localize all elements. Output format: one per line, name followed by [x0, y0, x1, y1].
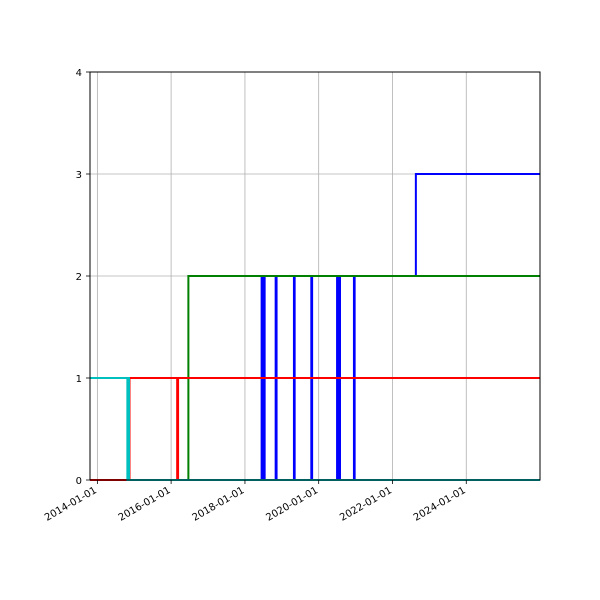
y-tick-label: 0: [76, 476, 82, 487]
series-line-4: [90, 377, 540, 481]
y-tick-label: 3: [76, 170, 82, 181]
y-axis: 0 1 2 3 4: [76, 68, 90, 487]
series-line-1: [414, 173, 540, 276]
y-tick-label: 2: [76, 272, 82, 283]
y-tick-label: 4: [76, 68, 82, 79]
y-tick-label: 1: [76, 374, 82, 385]
